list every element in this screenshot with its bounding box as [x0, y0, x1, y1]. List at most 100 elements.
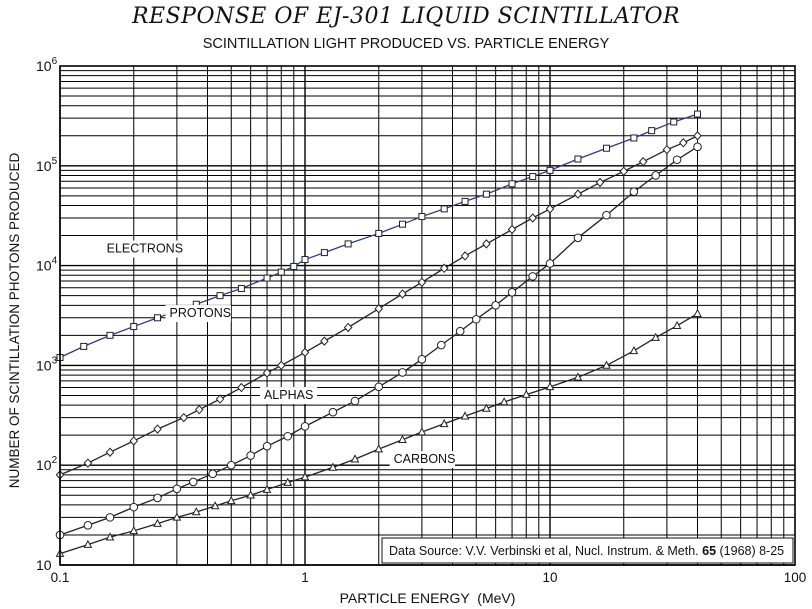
data-point	[573, 189, 583, 199]
series-alphas: ALPHAS	[55, 142, 702, 540]
data-point	[129, 436, 139, 446]
series-protons: PROTONS	[55, 131, 702, 480]
data-point	[300, 472, 310, 481]
data-point	[398, 434, 407, 444]
source-note-suffix: (1968) 8-25	[716, 544, 784, 558]
data-point	[350, 396, 360, 406]
data-point	[328, 407, 338, 417]
data-point	[208, 469, 217, 479]
data-point	[277, 268, 285, 276]
data-point	[672, 320, 682, 329]
data-point	[344, 240, 352, 248]
x-axis-label: PARTICLE ENERGY (MeV)	[340, 590, 516, 606]
data-point	[300, 347, 310, 358]
data-point	[619, 166, 629, 177]
data-point	[573, 372, 583, 381]
data-point	[461, 197, 469, 205]
data-point	[226, 495, 236, 505]
data-point	[153, 314, 161, 322]
data-point	[694, 110, 702, 118]
data-point	[83, 539, 93, 548]
data-point	[499, 397, 509, 406]
series-label-backing	[102, 240, 185, 258]
data-point	[602, 144, 610, 152]
data-point	[417, 277, 427, 288]
x-tick-label: 0.1	[51, 570, 70, 585]
axis-labels: PARTICLE ENERGY (MeV) NUMBER OF SCINTILL…	[7, 152, 515, 606]
data-point	[191, 507, 201, 516]
data-point	[460, 251, 470, 261]
series-label-electrons: ELECTRONS	[107, 242, 183, 256]
data-point	[507, 224, 517, 235]
data-point	[172, 484, 182, 494]
series-label-protons: PROTONS	[170, 306, 232, 320]
data-point	[283, 477, 293, 486]
y-tick-label: 105	[36, 156, 58, 174]
data-point	[226, 460, 236, 470]
data-point	[573, 233, 583, 243]
data-point	[153, 424, 162, 434]
x-tick-label: 100	[784, 570, 807, 585]
chart-subtitle: SCINTILLATION LIGHT PRODUCED VS. PARTICL…	[202, 36, 610, 52]
source-note-frame	[381, 537, 794, 564]
series-label-alphas: ALPHAS	[264, 388, 313, 402]
data-point	[528, 272, 538, 281]
data-point	[436, 340, 446, 350]
data-point	[129, 502, 139, 512]
x-tick-label: 10	[542, 570, 557, 585]
y-tick-label: 106	[36, 56, 58, 74]
data-point	[283, 431, 293, 441]
data-point	[679, 138, 688, 148]
data-point	[237, 382, 246, 393]
data-point	[491, 301, 500, 310]
series-label-backing	[389, 451, 456, 469]
data-point	[602, 360, 611, 369]
data-point	[662, 144, 672, 155]
data-point	[651, 332, 661, 341]
data-point	[528, 213, 537, 223]
series-label-backing	[165, 305, 231, 323]
source-note: Data Source: V.V. Verbinski et al, Nucl.…	[389, 544, 784, 558]
data-point	[693, 131, 702, 141]
data-point	[246, 451, 255, 460]
source-note-box: Data Source: V.V. Verbinski et al, Nucl.…	[381, 537, 794, 564]
data-point	[374, 444, 384, 453]
series-layer: ELECTRONS PROTONS ALPHAS CARBONS	[55, 110, 702, 557]
data-point	[246, 490, 255, 499]
series-carbons: CARBONS	[55, 308, 702, 557]
y-tick-label: 10	[36, 557, 52, 573]
series-label-backing	[259, 387, 318, 405]
data-point	[153, 493, 162, 503]
data-point	[374, 382, 384, 392]
source-note-prefix: Data Source: V.V. Verbinski et al, Nucl.…	[389, 544, 702, 558]
data-point	[172, 512, 182, 521]
data-point	[153, 518, 162, 527]
data-point	[521, 389, 531, 398]
data-point	[693, 142, 702, 152]
data-point	[106, 331, 114, 339]
data-point	[670, 118, 678, 126]
data-point	[350, 454, 360, 463]
data-point	[398, 368, 407, 377]
series-label-carbons: CARBONS	[394, 452, 456, 466]
series-line-carbons	[59, 313, 698, 555]
data-point	[629, 345, 639, 355]
data-point	[630, 134, 638, 142]
data-point	[320, 336, 329, 346]
data-point	[130, 323, 138, 331]
data-point	[328, 462, 338, 471]
data-point	[545, 204, 555, 214]
data-point	[263, 274, 271, 282]
data-point	[262, 484, 272, 493]
data-point	[651, 171, 660, 180]
data-point	[440, 205, 448, 213]
data-point	[276, 360, 286, 371]
y-tick-label: 104	[36, 256, 58, 274]
data-point	[320, 249, 328, 257]
data-point	[105, 513, 115, 522]
data-point	[482, 239, 491, 249]
data-point	[105, 447, 115, 457]
data-point	[105, 532, 115, 541]
